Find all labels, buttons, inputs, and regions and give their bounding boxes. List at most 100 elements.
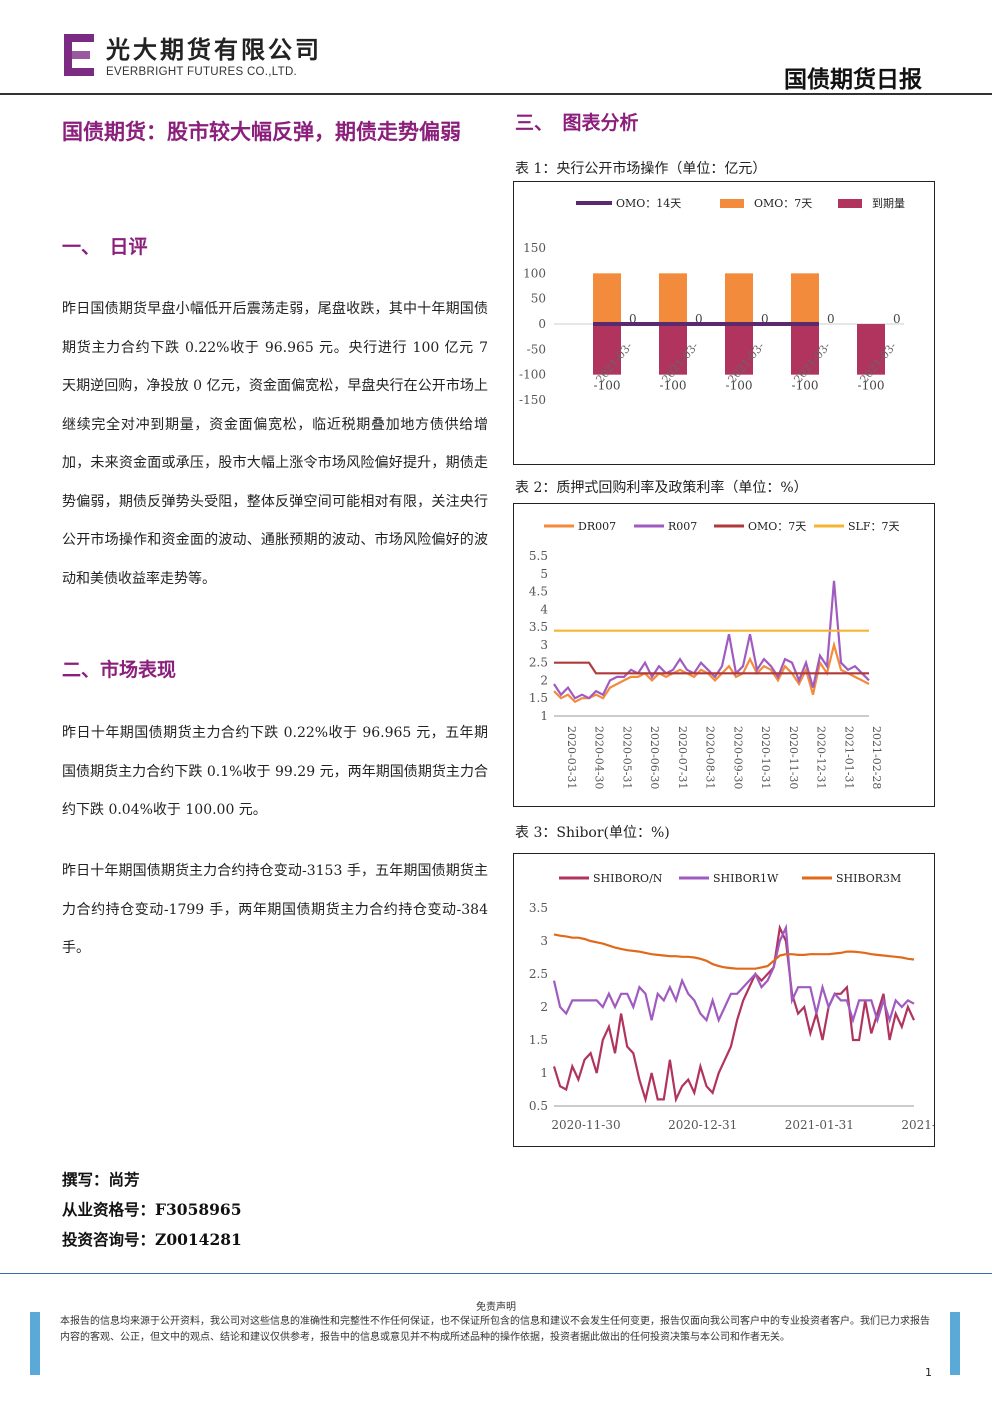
x-tick-label: 2020-03-31	[565, 726, 578, 789]
y-tick-label: 1	[540, 709, 548, 723]
maturity-bar	[659, 324, 687, 375]
value-label: 0	[761, 312, 769, 326]
series-line-1	[553, 580, 870, 700]
legend-label-0: OMO：14天	[616, 197, 681, 210]
chart1-box: OMO：14天 OMO：7天 到期量 150 100 50 0 -50 -100 -150 0 -10…	[513, 181, 935, 465]
section-heading-review: 一、 日评	[62, 236, 148, 258]
value-label: -100	[858, 379, 885, 393]
y-tick-label: 3.5	[529, 901, 548, 915]
legend-label-1: OMO：7天	[754, 197, 812, 210]
value-label: 0	[827, 312, 835, 326]
legend-label-2: SHIBOR3M	[836, 872, 901, 885]
value-label: 0	[695, 312, 703, 326]
y-tick-label: 2	[540, 1000, 548, 1014]
y-tick-label: 2.5	[529, 656, 548, 670]
x-tick-label: 2020-09-30	[731, 726, 744, 789]
omo7-bar	[725, 273, 753, 324]
y-tick-label: -50	[527, 342, 546, 356]
y-tick-label: 2.5	[529, 967, 548, 981]
y-tick-label: 4	[540, 602, 548, 616]
section-heading-market: 二、市场表现	[62, 659, 177, 681]
value-label: -100	[660, 379, 687, 393]
y-tick-label: 4.5	[529, 585, 548, 599]
everbright-logo-icon	[64, 34, 94, 76]
omo7-bar	[593, 273, 621, 324]
chart3-box: SHIBORO/N SHIBOR1W SHIBOR3M 3.5 3 2.5 2 1.5 1 0.5…	[513, 853, 935, 1147]
x-tick-label: 2021-01-31	[785, 1118, 854, 1132]
series-line-1	[552, 923, 915, 1024]
y-tick-label: 1.5	[529, 1033, 548, 1047]
company-name-en: EVERBRIGHT FUTURES CO.,LTD.	[106, 66, 298, 78]
footer-right-accent	[950, 1312, 960, 1375]
omo7-bar	[791, 273, 819, 324]
review-paragraph: 昨日国债期货早盘小幅低开后震荡走弱，尾盘收跌，其中十年期国债期货主力合约下跌 0…	[62, 301, 488, 587]
x-tick-label: 2020-10-31	[759, 726, 772, 789]
y-tick-label: 150	[523, 241, 546, 255]
y-tick-label: -150	[519, 393, 546, 407]
y-tick-label: 5	[540, 567, 548, 581]
section-heading-charts: 三、 图表分析	[515, 112, 639, 134]
x-tick-label: 2020-12-31	[815, 726, 828, 789]
x-tick-label: 2020-06-30	[648, 726, 661, 789]
x-tick-label: 2020-08-31	[704, 726, 717, 789]
legend-label-3: SLF：7天	[848, 520, 899, 533]
legend-label-2: 到期量	[872, 197, 905, 210]
omo-chart: OMO：14天 OMO：7天 到期量 150 100 50 0 -50 -100 -150 0 -10…	[519, 197, 905, 407]
consult-number: 投资咨询号：Z0014281	[62, 1230, 242, 1249]
chart3-caption: 表 3：Shibor(单位：%)	[515, 825, 670, 841]
page-title: 国债期货：股市较大幅反弹，期债走势偏弱	[62, 119, 461, 144]
x-tick-label: 2020-04-30	[593, 726, 606, 789]
chart2-box: DR007 R007 OMO：7天 SLF：7天 5.5 5 4.5 4 3.5 3 2.5 2 1.5…	[513, 503, 935, 807]
series-line-0	[553, 640, 870, 704]
market-paragraph-position: 昨日十年期国债期货主力合约持仓变动-3153 手，五年期国债期货主力合约持仓变动…	[62, 863, 488, 956]
disclaimer-title: 免责声明	[476, 1302, 516, 1313]
license-number: 从业资格号：F3058965	[62, 1200, 242, 1219]
y-tick-label: -100	[519, 368, 546, 382]
y-tick-label: 3	[540, 934, 548, 948]
y-tick-label: 3	[540, 638, 548, 652]
page-number: 1	[925, 1366, 932, 1379]
x-tick-label: 2020-05-31	[620, 726, 633, 789]
y-tick-label: 0.5	[529, 1099, 548, 1113]
disclaimer-text: 本报告的信息均来源于公开资料，我公司对这些信息的准确性和完整性不作任何保证，也不…	[60, 1316, 930, 1343]
maturity-bar	[857, 324, 885, 375]
repo-rate-chart: DR007 R007 OMO：7天 SLF：7天 5.5 5 4.5 4 3.5 3 2.5 2 1.5…	[529, 520, 900, 789]
legend-swatch-2	[838, 199, 862, 208]
maturity-bar	[593, 324, 621, 375]
series-line-2	[553, 933, 915, 970]
author: 撰写：尚芳	[62, 1170, 140, 1189]
y-tick-label: 100	[523, 266, 546, 280]
maturity-bar	[725, 324, 753, 375]
x-tick-label: 2020-12-31	[668, 1118, 737, 1132]
series-line-2	[554, 661, 869, 675]
legend-label-1: SHIBOR1W	[713, 872, 779, 885]
footer-left-accent	[30, 1312, 40, 1375]
value-label: 0	[629, 312, 637, 326]
legend-swatch-1	[720, 199, 744, 208]
value-label: -100	[594, 379, 621, 393]
company-name-cn: 光大期货有限公司	[106, 35, 322, 64]
legend-label-0: SHIBORO/N	[593, 872, 663, 885]
x-tick-label: 2020-11-30	[787, 726, 800, 789]
value-label: 0	[893, 312, 901, 326]
series-line-0	[552, 924, 915, 1104]
value-label: -100	[726, 379, 753, 393]
maturity-bar	[791, 324, 819, 375]
report-type: 国债期货日报	[784, 66, 922, 93]
footer-divider	[0, 1273, 992, 1274]
y-tick-label: 1	[540, 1066, 548, 1080]
x-tick-label: 2021-02-28	[870, 726, 883, 789]
chart1-caption: 表 1：央行公开市场操作（单位：亿元）	[515, 161, 767, 177]
chart2-caption: 表 2：质押式回购利率及政策利率（单位：%）	[515, 480, 808, 496]
y-tick-label: 2	[540, 673, 548, 687]
x-tick-label: 2021-01-31	[842, 726, 855, 789]
y-tick-label: 0	[538, 317, 546, 331]
x-tick-label: 2020-11-30	[551, 1118, 620, 1132]
x-tick-label: 2020-07-31	[676, 726, 689, 789]
shibor-chart: SHIBORO/N SHIBOR1W SHIBOR3M 3.5 3 2.5 2 1.5 1 0.5…	[529, 872, 934, 1132]
y-tick-label: 50	[531, 292, 546, 306]
y-tick-label: 3.5	[529, 620, 548, 634]
legend-label-0: DR007	[578, 520, 616, 533]
market-paragraph-price: 昨日十年期国债期货主力合约下跌 0.22%收于 96.965 元，五年期国债期货…	[62, 725, 488, 818]
value-label: -100	[792, 379, 819, 393]
